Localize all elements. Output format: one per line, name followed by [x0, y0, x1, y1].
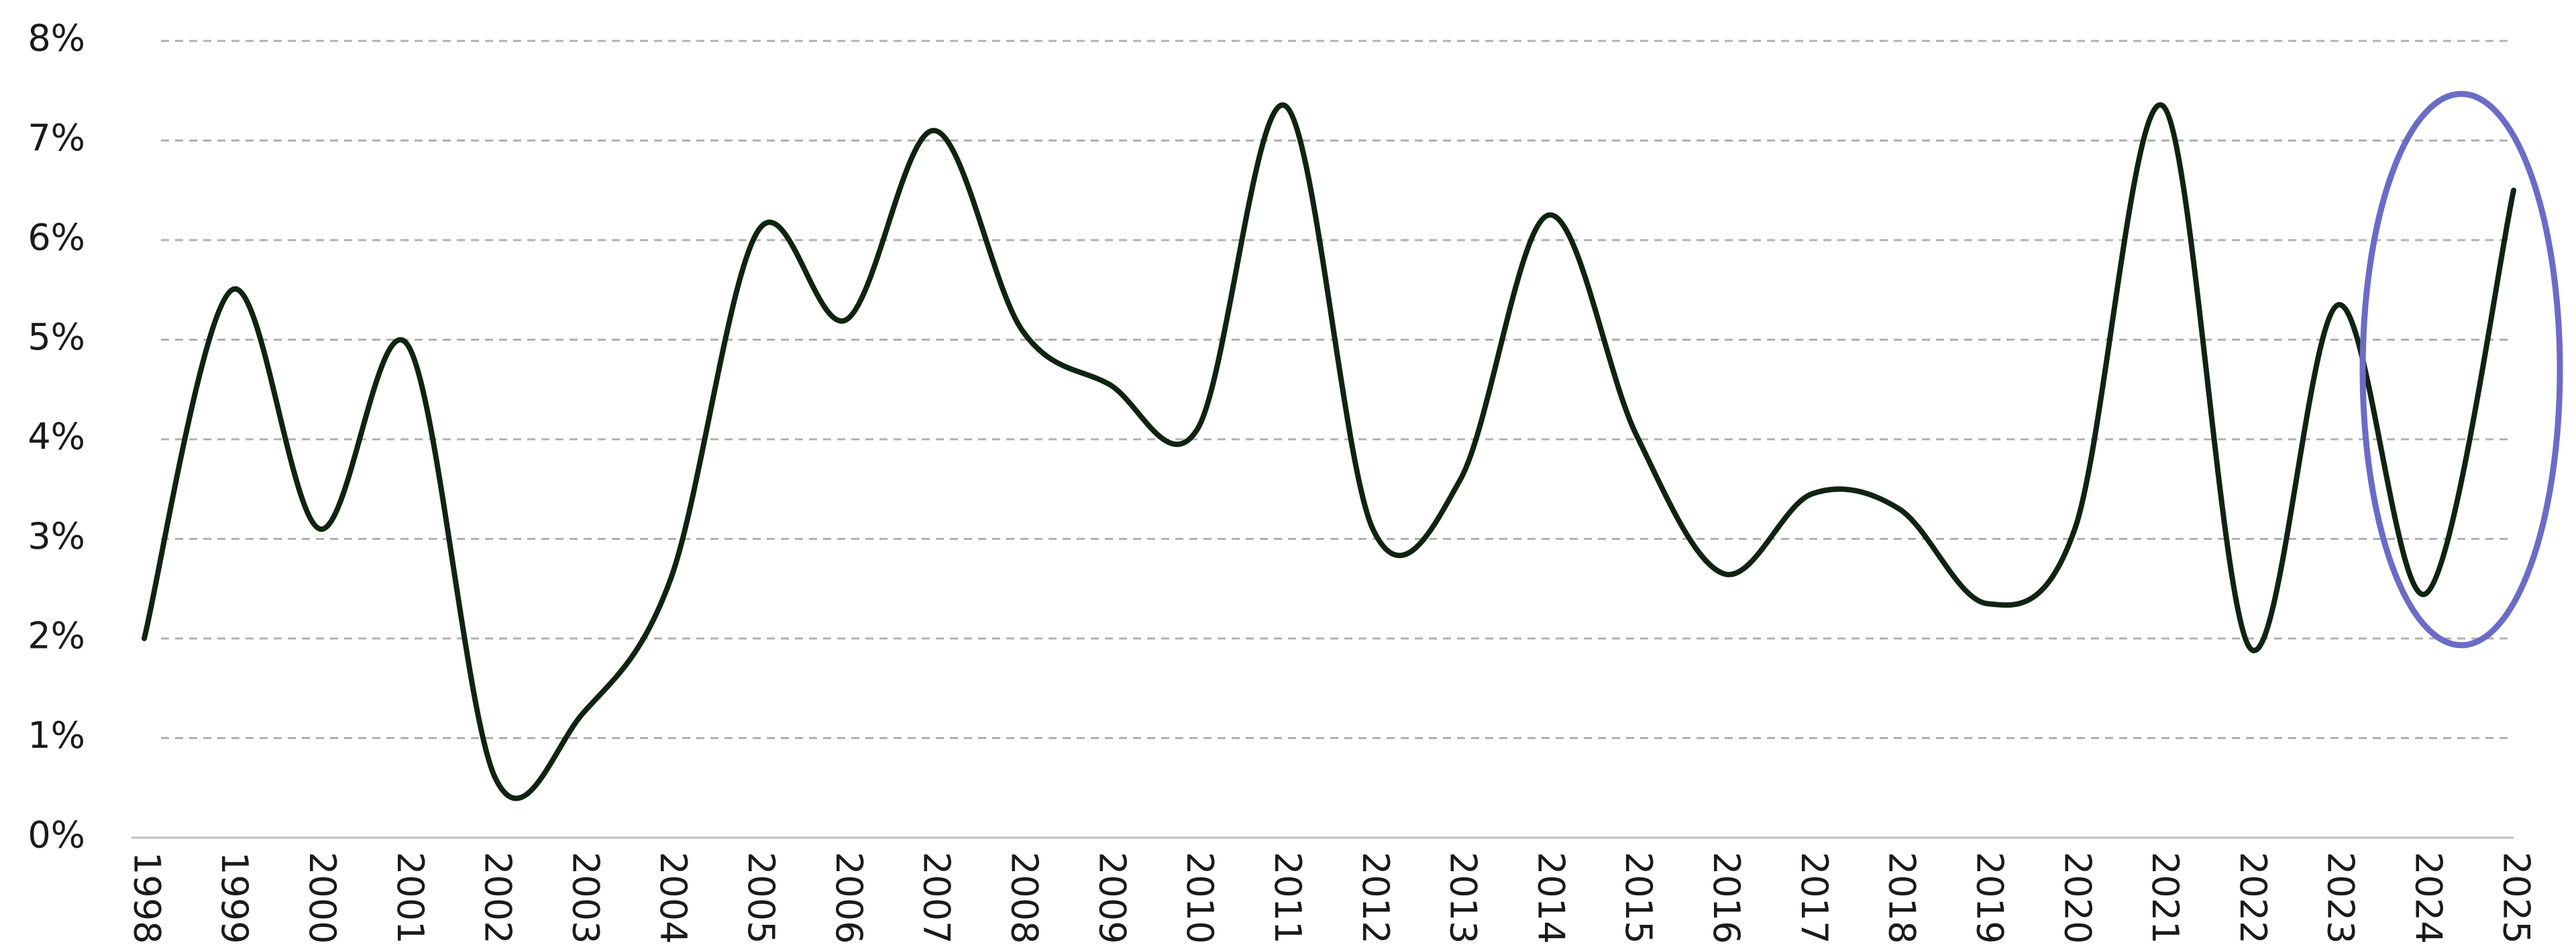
y-tick-label: 6% — [28, 217, 85, 259]
x-tick-label: 2001 — [389, 852, 431, 944]
x-tick-label: 2019 — [1968, 852, 2010, 944]
x-tick-label: 2008 — [1004, 852, 1046, 944]
x-tick-label: 2011 — [1267, 852, 1309, 944]
y-tick-label: 2% — [28, 615, 85, 657]
x-tick-label: 1998 — [125, 852, 168, 944]
x-tick-label: 1999 — [213, 852, 256, 944]
x-tick-label: 2012 — [1354, 852, 1397, 944]
y-tick-label: 7% — [28, 117, 85, 159]
y-tick-label: 0% — [28, 814, 85, 856]
y-tick-label: 8% — [28, 17, 85, 60]
x-tick-label: 2025 — [2495, 852, 2537, 944]
line — [142, 102, 2516, 801]
x-tick-label: 2003 — [564, 852, 606, 944]
x-tick-label: 2023 — [2320, 852, 2362, 944]
x-tick-label: 2007 — [916, 852, 958, 944]
x-tick-label: 2014 — [1529, 852, 1572, 944]
y-tick-label: 3% — [28, 515, 85, 557]
x-tick-label: 2006 — [828, 852, 870, 944]
highlight-ellipse — [2359, 91, 2563, 649]
x-tick-label: 2010 — [1179, 852, 1221, 944]
x-tick-label: 2015 — [1617, 852, 1660, 944]
x-tick-label: 2016 — [1705, 852, 1748, 944]
x-tick-label: 2009 — [1091, 852, 1133, 944]
x-tick-label: 2000 — [301, 852, 343, 944]
x-tick-label: 2018 — [1881, 852, 1923, 944]
x-tick-label: 2020 — [2056, 852, 2098, 944]
x-tick-label: 2021 — [2144, 852, 2186, 944]
x-tick-label: 2024 — [2408, 852, 2450, 944]
x-tick-label: 2005 — [740, 852, 782, 944]
x-tick-label: 2004 — [652, 852, 694, 944]
x-tick-label: 2017 — [1793, 852, 1835, 944]
x-tick-label: 2013 — [1442, 852, 1485, 944]
y-tick-label: 5% — [28, 316, 85, 358]
y-tick-label: 4% — [28, 416, 85, 458]
x-tick-label: 2022 — [2232, 852, 2274, 944]
x-tick-label: 2002 — [477, 852, 519, 944]
y-tick-label: 1% — [28, 714, 85, 757]
